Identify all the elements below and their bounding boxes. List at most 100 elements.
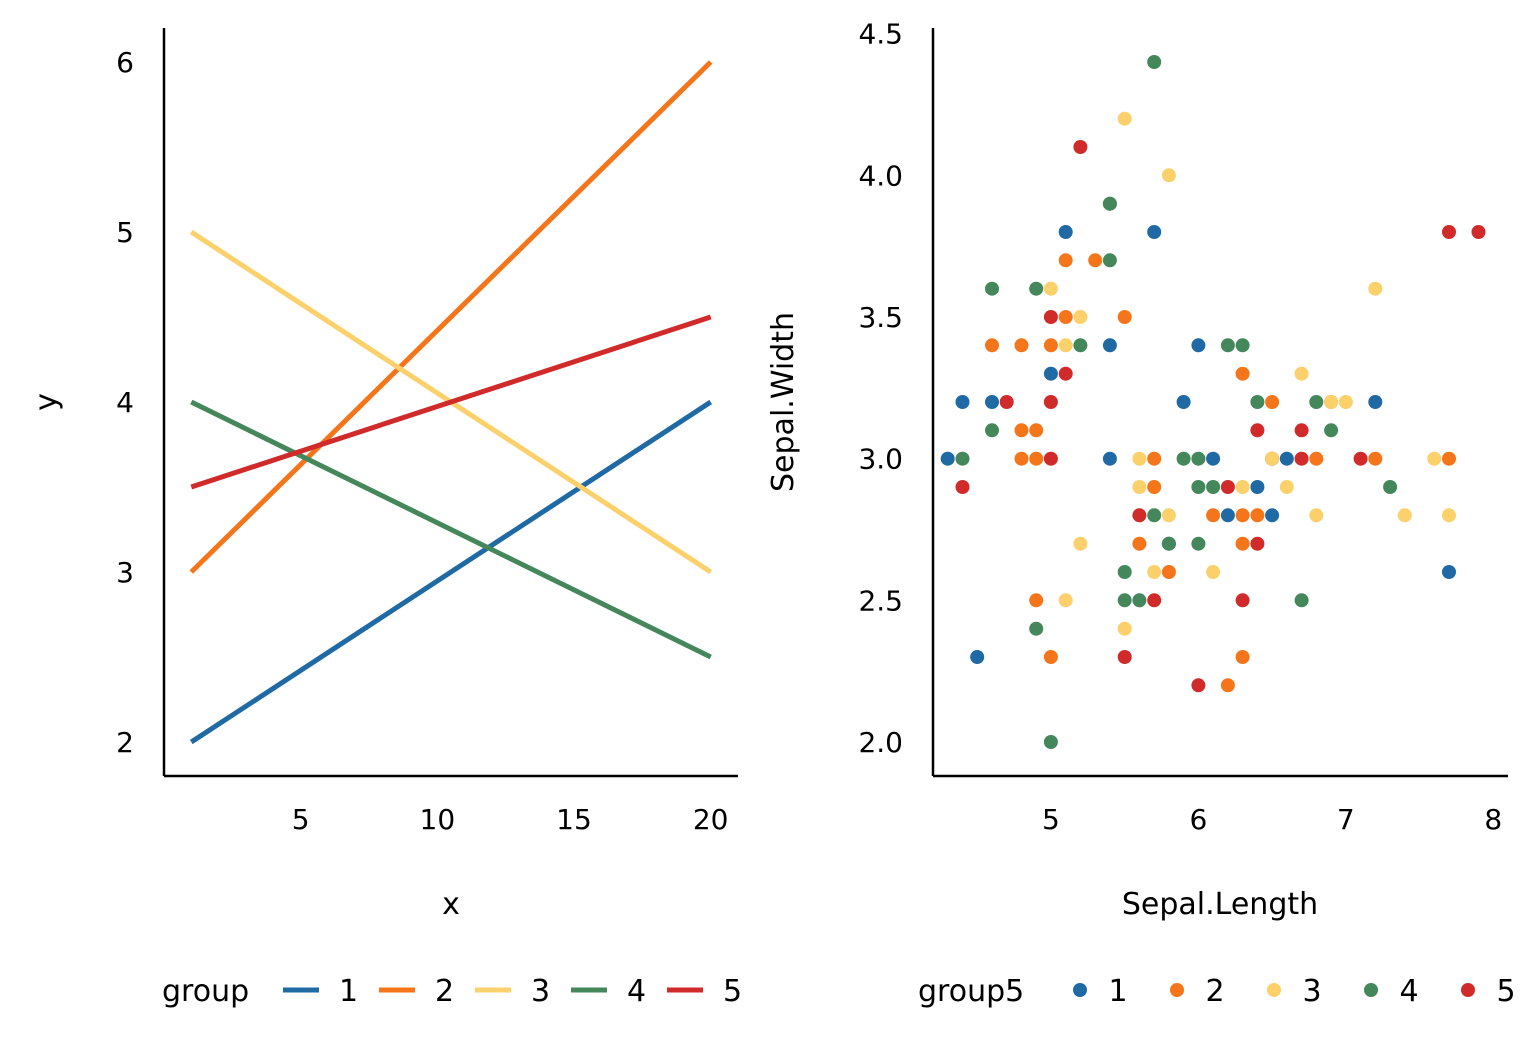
scatter-point-group-4 — [1324, 423, 1339, 438]
scatter-point-group-4 — [1117, 593, 1132, 608]
scatter-point-group-2 — [1235, 536, 1250, 551]
scatter-point-group-2 — [1309, 451, 1324, 466]
scatter-point-group-1 — [1368, 395, 1383, 409]
scatter-legend: group5 1 2 3 4 5 — [918, 974, 1516, 1009]
scatter-point-group-1 — [1220, 508, 1235, 523]
scatter-point-group-3 — [1397, 508, 1412, 523]
scatter-y-ticks: 2.0 2.5 3.0 3.5 4.0 4.5 — [858, 18, 903, 759]
scatter-point-group-2 — [1235, 508, 1250, 523]
scatter-point-group-3 — [1368, 281, 1383, 296]
x-tick-label: 5 — [292, 803, 310, 836]
scatter-point-group-4 — [1235, 338, 1250, 353]
legend-label-5: 5 — [1496, 974, 1515, 1009]
scatter-point-group-5 — [1353, 451, 1368, 466]
scatter-point-group-2 — [1368, 451, 1383, 466]
legend-label-4: 4 — [627, 974, 646, 1009]
scatter-point-group-3 — [1338, 395, 1353, 409]
scatter-point-group-1 — [1191, 338, 1206, 353]
y-tick-label: 3.5 — [858, 301, 903, 334]
scatter-x-ticks: 5 6 7 8 — [1042, 803, 1502, 836]
scatter-point-group-1 — [1206, 451, 1221, 466]
legend-key-dot-5 — [1461, 983, 1475, 997]
scatter-point-group-5 — [1043, 310, 1058, 324]
y-tick-label: 6 — [116, 46, 134, 79]
scatter-point-group-3 — [1132, 451, 1147, 466]
scatter-point-group-1 — [1058, 225, 1073, 239]
x-tick-label: 10 — [420, 803, 456, 836]
legend-key-dot-4 — [1364, 983, 1378, 997]
scatter-point-group-2 — [1043, 338, 1058, 353]
scatter-point-group-2 — [1147, 480, 1162, 494]
line-series-4 — [190, 399, 712, 660]
legend-key-dot-1 — [1073, 983, 1087, 997]
scatter-point-group-1 — [1147, 225, 1162, 239]
scatter-point-group-2 — [1442, 451, 1456, 466]
scatter-point-group-2 — [1029, 593, 1044, 608]
scatter-points-group — [940, 55, 1486, 749]
scatter-point-group-5 — [1191, 678, 1206, 693]
scatter-point-group-3 — [1442, 508, 1456, 523]
scatter-point-group-5 — [1294, 423, 1309, 438]
x-tick-label: 6 — [1189, 803, 1207, 836]
scatter-point-group-3 — [1309, 508, 1324, 523]
scatter-point-group-2 — [1029, 423, 1044, 438]
line-chart-x-ticks: 5 10 15 20 — [292, 803, 729, 836]
scatter-point-group-3 — [1117, 111, 1132, 126]
scatter-point-group-2 — [1250, 508, 1265, 523]
scatter-point-group-4 — [1309, 395, 1324, 409]
line-series-5 — [190, 314, 712, 490]
x-tick-label: 7 — [1337, 803, 1355, 836]
scatter-point-group-2 — [1147, 451, 1162, 466]
x-tick-label: 20 — [693, 803, 729, 836]
scatter-point-group-5 — [1132, 508, 1147, 523]
scatter-point-group-3 — [1161, 168, 1176, 183]
y-tick-label: 2.0 — [858, 726, 903, 759]
scatter-point-group-2 — [1014, 338, 1029, 353]
scatter-point-group-2 — [1058, 310, 1073, 324]
scatter-point-group-2 — [1029, 451, 1044, 466]
scatter-point-group-4 — [1191, 480, 1206, 494]
scatter-point-group-5 — [1058, 366, 1073, 381]
line-chart-y-axis-title: y — [29, 393, 64, 411]
scatter-point-group-5 — [1147, 593, 1162, 608]
scatter-point-group-5 — [1073, 140, 1088, 154]
scatter-point-group-1 — [1265, 508, 1280, 523]
scatter-point-group-3 — [1132, 480, 1147, 494]
scatter-point-group-4 — [1161, 536, 1176, 551]
scatter-point-group-5 — [1117, 650, 1132, 664]
y-tick-label: 5 — [116, 216, 134, 249]
legend-key-dot-2 — [1170, 983, 1184, 997]
legend-key-dot-3 — [1267, 983, 1281, 997]
scatter-point-group-5 — [1471, 225, 1486, 239]
scatter-point-group-2 — [1058, 253, 1073, 268]
scatter-point-group-2 — [1220, 678, 1235, 693]
scatter-y-axis-title: Sepal.Width — [766, 312, 801, 492]
scatter-point-group-1 — [1043, 366, 1058, 381]
legend-label-5: 5 — [723, 974, 742, 1009]
scatter-point-group-1 — [985, 395, 999, 409]
scatter-point-group-5 — [1442, 225, 1456, 239]
x-tick-label: 5 — [1042, 803, 1060, 836]
scatter-point-group-3 — [1279, 480, 1294, 494]
scatter-point-group-1 — [1102, 451, 1117, 466]
scatter-point-group-5 — [999, 395, 1014, 409]
scatter-point-group-4 — [1176, 451, 1191, 466]
scatter-point-group-5 — [1235, 593, 1250, 608]
scatter-point-group-5 — [1294, 451, 1309, 466]
legend-label-2: 2 — [1205, 974, 1224, 1009]
scatter-point-group-3 — [1073, 536, 1088, 551]
legend-label-1: 1 — [1108, 974, 1127, 1009]
scatter-point-group-1 — [1176, 395, 1191, 409]
scatter-point-group-5 — [1043, 395, 1058, 409]
line-chart-legend: group 1 2 3 4 5 — [162, 974, 742, 1009]
scatter-point-group-2 — [1014, 451, 1029, 466]
scatter-point-group-3 — [1073, 310, 1088, 324]
scatter-point-group-4 — [1117, 565, 1132, 579]
scatter-point-group-3 — [1324, 395, 1339, 409]
scatter-point-group-1 — [1279, 451, 1294, 466]
scatter-point-group-2 — [1235, 650, 1250, 664]
scatter-point-group-4 — [1250, 395, 1265, 409]
scatter-point-group-4 — [1383, 480, 1398, 494]
